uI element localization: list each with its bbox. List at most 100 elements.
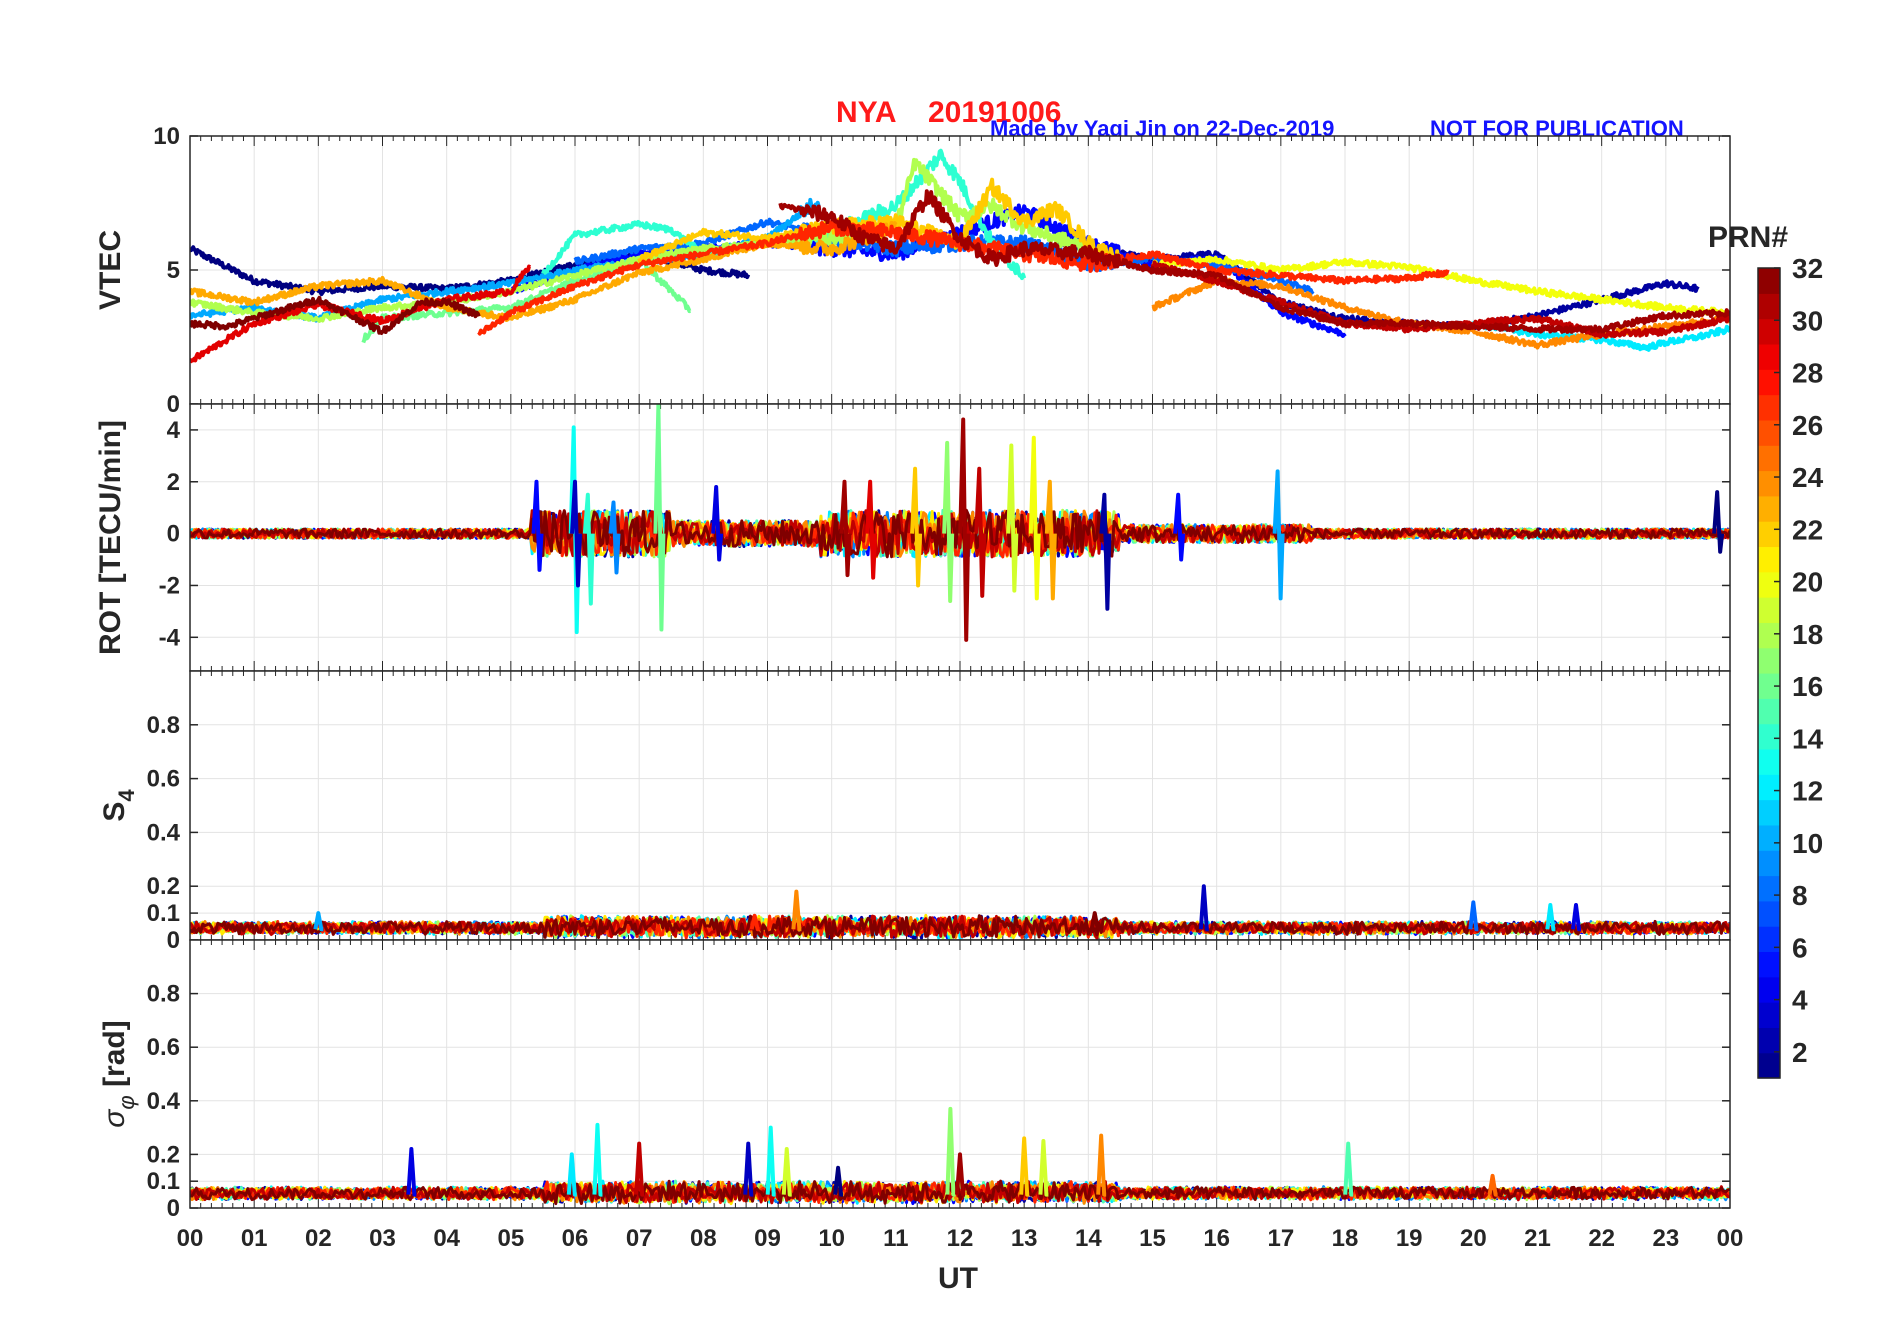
x-tick-label: 18 xyxy=(1332,1225,1359,1252)
s4-spike-prn-12 xyxy=(1545,903,1556,932)
rot-spike-prn-3 xyxy=(570,479,582,588)
colorbar-segment xyxy=(1758,1052,1780,1079)
x-tick-label: 14 xyxy=(1075,1225,1102,1252)
colorbar-tick-label: 12 xyxy=(1792,776,1823,807)
sigma_phi-spike-prn-19 xyxy=(781,1147,792,1197)
x-tick-label: 13 xyxy=(1011,1225,1038,1252)
rot-spike-prn-14 xyxy=(582,492,595,606)
colorbar-segment xyxy=(1758,824,1780,851)
x-tick-label: 10 xyxy=(818,1225,845,1252)
y-tick-label: 0 xyxy=(167,391,180,418)
y-tick-label: 10 xyxy=(153,123,180,150)
sigma_phi-spike-prn-19 xyxy=(1038,1139,1049,1197)
rot-spike-prn-4 xyxy=(711,484,724,562)
y-tick-label: 2 xyxy=(167,469,180,496)
rot-spike-prn-30 xyxy=(974,466,987,598)
colorbar-segment xyxy=(1758,495,1780,522)
colorbar-segment xyxy=(1758,597,1780,623)
x-tick-label: 03 xyxy=(369,1225,396,1252)
y-tick-label: 0.4 xyxy=(147,819,181,846)
colorbar-tick-label: 18 xyxy=(1792,619,1823,650)
series-group xyxy=(190,148,1730,364)
x-tick-label: 04 xyxy=(433,1225,460,1252)
rot-spike-prn-2 xyxy=(1099,492,1112,611)
colorbar-frame xyxy=(1757,267,1781,1079)
vtec-series-prn-29 xyxy=(190,264,532,364)
sigma_phi-spike-prn-30 xyxy=(634,1141,645,1197)
colorbar-segment xyxy=(1758,293,1780,320)
colorbar-tick-label: 8 xyxy=(1792,880,1808,911)
y-tick-label: 0.2 xyxy=(147,1141,180,1168)
rot-spike-prn-22 xyxy=(910,466,923,588)
sigma_phi-spike-prn-3 xyxy=(743,1141,754,1197)
colorbar-segment xyxy=(1758,445,1780,472)
y-axis-label: S4 xyxy=(98,789,139,822)
sigma_phi-spike-prn-1 xyxy=(833,1165,844,1197)
sigma_phi-spike-prn-25 xyxy=(1487,1173,1498,1197)
x-tick-label: 09 xyxy=(754,1225,781,1252)
colorbar-segment xyxy=(1758,268,1780,294)
y-tick-label: 5 xyxy=(167,257,180,284)
rot-spike-prn-1 xyxy=(1712,490,1725,554)
colorbar-segment xyxy=(1758,698,1780,725)
s4-spike-prn-32 xyxy=(1089,911,1100,932)
x-tick-label: 17 xyxy=(1267,1225,1294,1252)
colorbar-segment xyxy=(1758,976,1780,1003)
colorbar-segment xyxy=(1758,318,1780,345)
title-station: NYA xyxy=(836,96,897,129)
rot-spike-prn-16 xyxy=(653,404,666,632)
colorbar-segment xyxy=(1758,343,1780,370)
colorbar-tick-label: 22 xyxy=(1792,514,1823,545)
y-axis-label: σφ [rad] xyxy=(98,1020,139,1127)
rot-spike-prn-23 xyxy=(1044,479,1057,601)
colorbar-segment xyxy=(1758,622,1780,649)
y-tick-label: 0.4 xyxy=(147,1088,181,1115)
x-tick-label: 07 xyxy=(626,1225,653,1252)
rot-spike-prn-20 xyxy=(1028,435,1041,601)
colorbar-segment xyxy=(1758,875,1780,902)
colorbar-tick-label: 26 xyxy=(1792,410,1823,441)
s4-noise-prn-32 xyxy=(190,914,1730,940)
x-tick-label: 02 xyxy=(305,1225,332,1252)
series-group xyxy=(190,1106,1730,1206)
y-tick-label: 0 xyxy=(167,521,180,548)
sigma_phi-spike-prn-13 xyxy=(765,1125,776,1197)
colorbar-segment xyxy=(1758,900,1780,927)
sigma_phi-spike-prn-17 xyxy=(945,1106,956,1197)
rot-spike-prn-29 xyxy=(865,479,878,580)
colorbar-segment xyxy=(1758,850,1780,877)
colorbar-tick-label: 2 xyxy=(1792,1037,1808,1068)
rot-spike-prn-10 xyxy=(1272,469,1285,601)
x-axis-label: UT xyxy=(938,1262,978,1295)
y-tick-label: 0.8 xyxy=(147,712,180,739)
x-tick-label: 16 xyxy=(1203,1225,1230,1252)
s4-spike-prn-10 xyxy=(313,911,324,932)
rot-spike-prn-19 xyxy=(1006,443,1019,593)
rot-spike-prn-9 xyxy=(608,500,621,575)
vtec-series-prn-32 xyxy=(190,295,481,335)
series-group xyxy=(190,404,1730,642)
y-tick-label: -4 xyxy=(159,624,181,651)
panel-vtec: 0 5 10 VTEC xyxy=(94,123,1731,418)
y-tick-label: -2 xyxy=(159,572,180,599)
colorbar-segment xyxy=(1758,571,1780,598)
x-tick-label: 00 xyxy=(177,1225,204,1252)
colorbar-tick-label: 6 xyxy=(1792,932,1808,963)
colorbar-segment xyxy=(1758,521,1780,548)
rot-spike-prn-5 xyxy=(1173,492,1186,562)
panel-sigma_phi: 00.10.2 0.4 0.6 0.8 σφ [rad] xyxy=(98,939,1731,1222)
vtec-series-prn-22 xyxy=(637,177,1123,267)
x-tick-label: 19 xyxy=(1396,1225,1423,1252)
x-tick-label: 20 xyxy=(1460,1225,1487,1252)
sigma_phi-spike-prn-12 xyxy=(566,1152,577,1197)
x-tick-label: 06 xyxy=(562,1225,589,1252)
rot-spike-prn-31 xyxy=(839,479,852,578)
x-tick-label: 11 xyxy=(883,1225,908,1252)
colorbar-tick-label: 14 xyxy=(1792,723,1824,754)
y-tick-label: 0.6 xyxy=(147,766,180,793)
colorbar-tick-label: 4 xyxy=(1792,985,1808,1016)
x-tick-label: 15 xyxy=(1139,1225,1166,1252)
colorbar-tick-label: 28 xyxy=(1792,358,1823,389)
